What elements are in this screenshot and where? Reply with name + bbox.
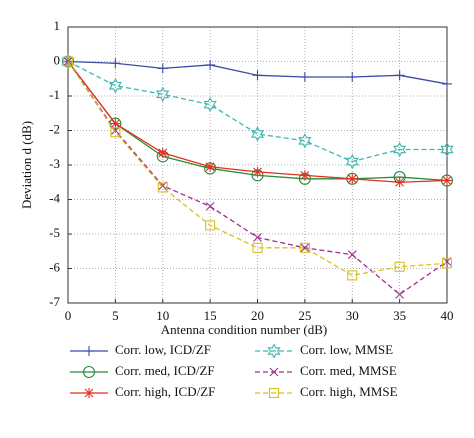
plot-frame (67, 26, 448, 304)
marker (347, 270, 358, 281)
x-tick-label: 30 (346, 308, 359, 323)
series-line (67, 60, 447, 163)
x-tick-label: 5 (112, 308, 119, 323)
marker (299, 72, 310, 83)
x-tick-label: 15 (204, 308, 217, 323)
marker (156, 86, 170, 102)
marker (157, 147, 168, 158)
marker (205, 202, 215, 211)
legend-label: Corr. high, ICD/ZF (115, 384, 215, 399)
marker (205, 220, 216, 231)
x-tick-label: 25 (298, 308, 311, 323)
y-axis-label: Deviation d (dB) (19, 121, 34, 209)
x-tick-label: 0 (65, 308, 72, 323)
legend-label: Corr. low, MMSE (300, 342, 393, 357)
legend-label: Corr. high, MMSE (300, 384, 398, 399)
marker (157, 182, 168, 193)
legend-label: Corr. med, ICD/ZF (115, 363, 215, 378)
marker (395, 289, 405, 299)
legend-marker (84, 346, 94, 356)
y-tick-label: 1 (54, 18, 61, 33)
y-tick-label: 0 (54, 52, 61, 67)
marker (205, 59, 216, 70)
y-tick-label: -2 (49, 121, 60, 136)
marker (347, 173, 358, 184)
marker (252, 70, 263, 81)
marker (394, 177, 405, 188)
marker (157, 63, 168, 74)
x-tick-label: 10 (156, 308, 169, 323)
marker (298, 133, 312, 149)
legend-marker (84, 388, 94, 398)
legend-marker (269, 367, 279, 377)
marker (110, 127, 121, 138)
marker (252, 166, 263, 177)
marker (441, 258, 453, 269)
marker (205, 161, 216, 172)
legend-marker (268, 387, 280, 399)
marker (61, 53, 75, 70)
marker (394, 261, 405, 272)
marker (62, 56, 74, 67)
y-tick-label: -3 (49, 156, 60, 171)
x-tick-label: 35 (393, 308, 406, 323)
y-tick-label: -4 (49, 190, 60, 205)
marker (299, 242, 310, 253)
legend-marker (82, 365, 96, 379)
x-axis-label: Antenna condition number (dB) (161, 322, 327, 337)
marker (252, 242, 263, 253)
marker (253, 233, 262, 242)
legend-label: Corr. med, MMSE (300, 363, 397, 378)
marker (347, 72, 358, 83)
y-tick-label: -5 (49, 225, 60, 240)
y-tick-label: -6 (49, 259, 60, 274)
legend-marker (267, 343, 281, 359)
marker (442, 175, 452, 186)
x-tick-label: 40 (441, 308, 454, 323)
marker (110, 118, 121, 129)
marker (442, 78, 452, 89)
marker (108, 78, 123, 94)
marker (345, 153, 359, 170)
marker (392, 141, 407, 158)
marker (203, 96, 217, 113)
legend-label: Corr. low, ICD/ZF (115, 342, 211, 357)
marker (440, 141, 454, 158)
marker (394, 70, 405, 81)
marker (347, 250, 357, 260)
x-tick-label: 20 (251, 308, 264, 323)
y-tick-label: -1 (49, 87, 60, 102)
marker (299, 170, 310, 181)
marker (300, 243, 310, 253)
marker (250, 126, 265, 142)
marker (110, 58, 121, 69)
y-tick-label: -7 (49, 294, 60, 309)
